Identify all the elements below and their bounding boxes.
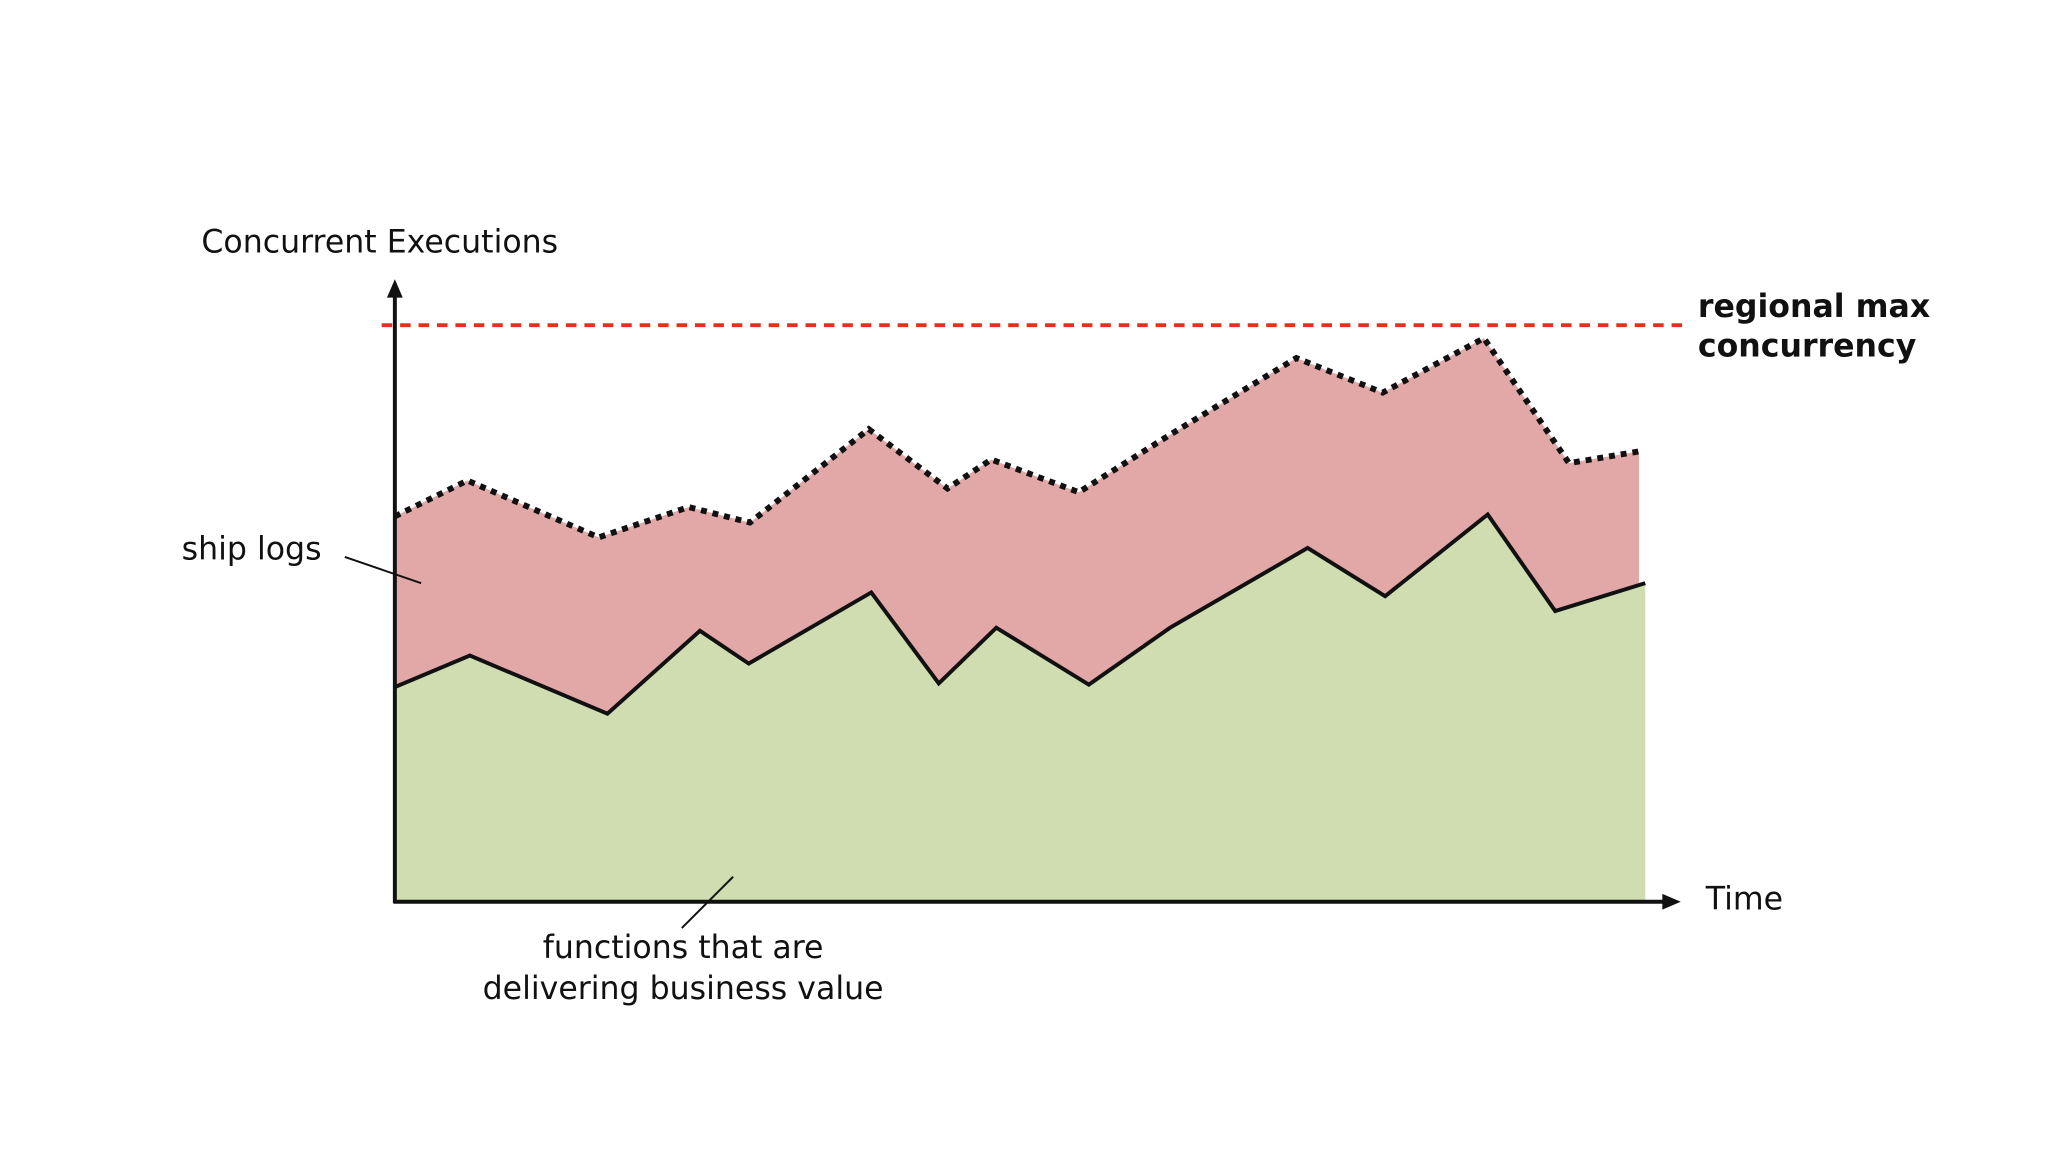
threshold-label: concurrency <box>1698 329 1917 365</box>
threshold-label: regional max <box>1698 289 1930 325</box>
area <box>394 514 1646 902</box>
x-axis-label: Time <box>1705 881 1783 917</box>
line <box>394 511 1646 717</box>
pointer-line <box>681 876 734 929</box>
pointer-line <box>344 555 422 585</box>
plot-area <box>393 334 1646 902</box>
y-axis-arrow <box>386 279 403 298</box>
series-label: delivering business value <box>483 971 884 1007</box>
y-axis-label: Concurrent Executions <box>201 225 558 261</box>
series-label: functions that are <box>543 930 824 966</box>
x-axis-arrow <box>1662 893 1681 910</box>
series-label: ship logs <box>182 531 322 567</box>
